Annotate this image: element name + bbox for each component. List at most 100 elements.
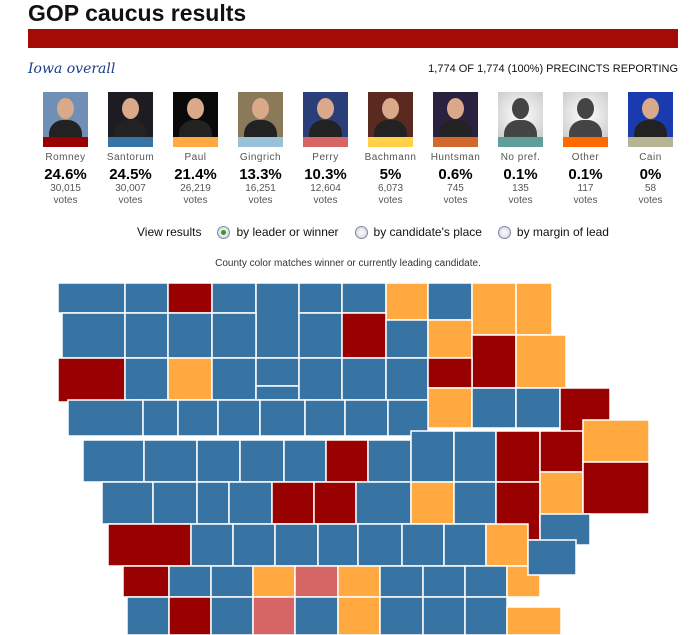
county[interactable]: [341, 282, 387, 314]
county[interactable]: [252, 596, 296, 635]
county[interactable]: [453, 481, 497, 525]
county[interactable]: [274, 523, 319, 567]
candidate-photo[interactable]: [628, 92, 673, 137]
county[interactable]: [427, 387, 473, 429]
candidate-perry[interactable]: Perry 10.3% 12,604 votes: [293, 92, 358, 207]
county[interactable]: [464, 596, 508, 635]
candidate-huntsman[interactable]: Huntsman 0.6% 745 votes: [423, 92, 488, 207]
county[interactable]: [298, 357, 343, 401]
county[interactable]: [255, 282, 300, 359]
county[interactable]: [385, 357, 429, 401]
county[interactable]: [294, 565, 339, 598]
county[interactable]: [453, 430, 497, 483]
county[interactable]: [126, 596, 170, 635]
county[interactable]: [427, 357, 473, 389]
county[interactable]: [298, 282, 343, 314]
county[interactable]: [82, 439, 145, 483]
county[interactable]: [142, 399, 179, 437]
radio-icon[interactable]: [217, 225, 231, 239]
candidate-bachmann[interactable]: Bachmann 5% 6,073 votes: [358, 92, 423, 207]
candidate-photo[interactable]: [43, 92, 88, 137]
region-link[interactable]: Iowa overall: [28, 61, 116, 77]
county[interactable]: [57, 357, 126, 403]
county[interactable]: [471, 282, 517, 336]
county[interactable]: [515, 387, 561, 429]
county[interactable]: [341, 357, 387, 401]
candidate-photo[interactable]: [108, 92, 153, 137]
county[interactable]: [67, 399, 144, 437]
county[interactable]: [255, 357, 300, 387]
county[interactable]: [57, 282, 126, 314]
county[interactable]: [337, 565, 381, 598]
county[interactable]: [515, 334, 567, 389]
candidate-photo[interactable]: [368, 92, 413, 137]
county[interactable]: [167, 282, 213, 314]
county[interactable]: [355, 481, 412, 525]
candidate-photo[interactable]: [563, 92, 608, 137]
county[interactable]: [304, 399, 346, 437]
county[interactable]: [344, 399, 389, 437]
county[interactable]: [232, 523, 276, 567]
county[interactable]: [410, 481, 455, 525]
county[interactable]: [485, 523, 529, 567]
candidate-photo[interactable]: [498, 92, 543, 137]
county[interactable]: [385, 319, 429, 359]
candidate-photo[interactable]: [173, 92, 218, 137]
county[interactable]: [211, 357, 257, 401]
county[interactable]: [255, 385, 300, 401]
candidate-nopref[interactable]: No pref. 0.1% 135 votes: [488, 92, 553, 207]
county[interactable]: [317, 523, 359, 567]
candidate-cain[interactable]: Cain 0% 58 votes: [618, 92, 683, 207]
county[interactable]: [506, 606, 562, 635]
county[interactable]: [122, 565, 170, 598]
county[interactable]: [422, 565, 466, 598]
county[interactable]: [271, 481, 315, 525]
county[interactable]: [196, 481, 230, 525]
county[interactable]: [341, 312, 387, 359]
option-by-place[interactable]: by candidate's place: [354, 225, 482, 239]
candidate-santorum[interactable]: Santorum 24.5% 30,007 votes: [98, 92, 163, 207]
county[interactable]: [422, 596, 466, 635]
county[interactable]: [152, 481, 198, 525]
county[interactable]: [506, 565, 541, 598]
county[interactable]: [443, 523, 487, 567]
county[interactable]: [177, 399, 219, 437]
county[interactable]: [124, 357, 169, 401]
county[interactable]: [196, 439, 241, 483]
county[interactable]: [582, 461, 650, 515]
county[interactable]: [211, 312, 257, 359]
county[interactable]: [379, 565, 424, 598]
candidate-paul[interactable]: Paul 21.4% 26,219 votes: [163, 92, 228, 207]
county[interactable]: [217, 399, 261, 437]
county[interactable]: [168, 596, 212, 635]
county[interactable]: [167, 312, 213, 359]
candidate-gingrich[interactable]: Gingrich 13.3% 16,251 votes: [228, 92, 293, 207]
county[interactable]: [313, 481, 357, 525]
county[interactable]: [337, 596, 381, 635]
county[interactable]: [124, 312, 169, 359]
county[interactable]: [190, 523, 234, 567]
county[interactable]: [252, 565, 296, 598]
county[interactable]: [228, 481, 273, 525]
county[interactable]: [464, 565, 508, 598]
county[interactable]: [471, 387, 517, 429]
county[interactable]: [168, 565, 212, 598]
candidate-photo[interactable]: [238, 92, 283, 137]
county[interactable]: [298, 312, 343, 359]
option-by-leader[interactable]: by leader or winner: [217, 225, 339, 239]
county[interactable]: [387, 399, 429, 437]
candidate-other[interactable]: Other 0.1% 117 votes: [553, 92, 618, 207]
county[interactable]: [124, 282, 169, 314]
county[interactable]: [239, 439, 285, 483]
county[interactable]: [325, 439, 369, 483]
option-by-margin[interactable]: by margin of lead: [497, 225, 609, 239]
county[interactable]: [357, 523, 403, 567]
county[interactable]: [495, 430, 541, 483]
county[interactable]: [527, 539, 577, 576]
candidate-romney[interactable]: Romney 24.6% 30,015 votes: [33, 92, 98, 207]
radio-icon[interactable]: [354, 225, 368, 239]
candidate-photo[interactable]: [303, 92, 348, 137]
county[interactable]: [211, 282, 257, 314]
county[interactable]: [385, 282, 429, 321]
county[interactable]: [410, 430, 455, 483]
